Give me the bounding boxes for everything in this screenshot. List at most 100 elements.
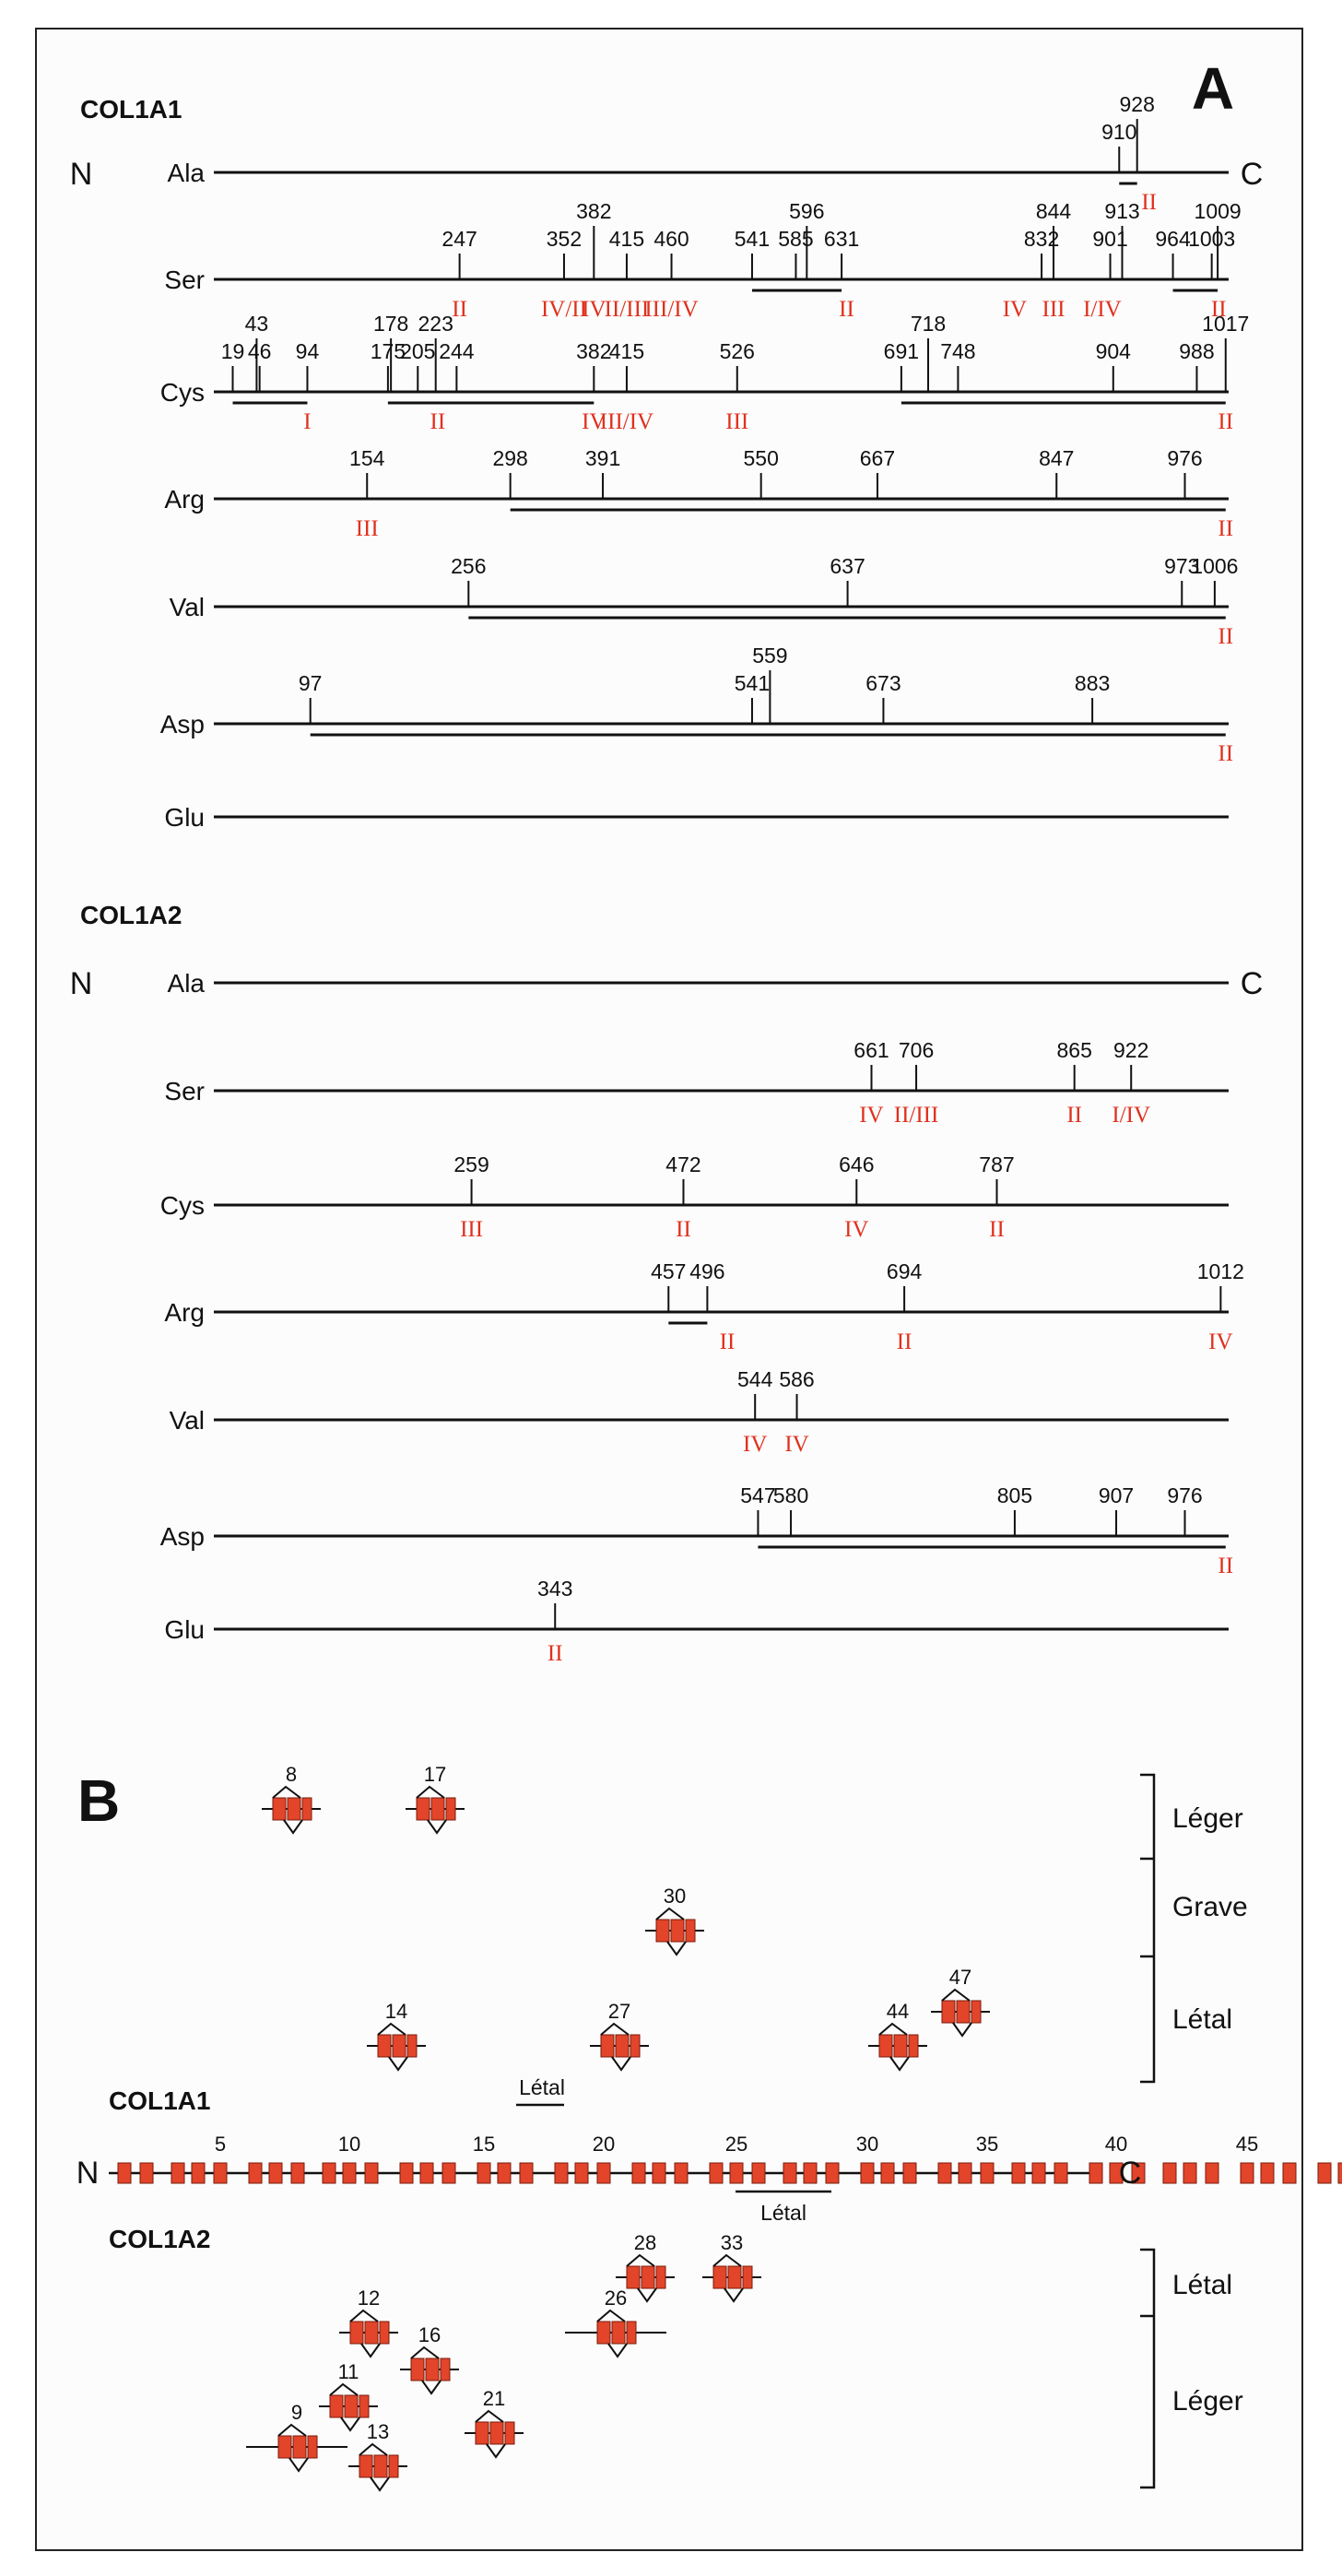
- site-label-col1a1-cys-415: 415: [609, 339, 644, 363]
- gene-title-col1a1: COL1A1: [80, 95, 182, 124]
- site-label-col1a1-ser-585: 585: [778, 227, 813, 251]
- exon-ruler-label-5: 5: [215, 2133, 226, 2156]
- exon-ruler-label-10: 10: [338, 2133, 360, 2156]
- site-label-col1a1-ser-844: 844: [1036, 199, 1072, 223]
- site-label-col1a1-arg-298: 298: [492, 446, 527, 470]
- svg-text:47: 47: [949, 1966, 971, 1989]
- site-label-col1a1-ser-631: 631: [824, 227, 859, 251]
- svg-text:8: 8: [286, 1763, 297, 1786]
- site-label-col1a1-cys-382: 382: [576, 339, 611, 363]
- exon-box-23: [674, 2162, 689, 2184]
- exon-box-43: [1183, 2162, 1197, 2184]
- oi-type-col1a1-arg-1: II: [1218, 516, 1233, 541]
- exon-box-15: [477, 2162, 491, 2184]
- site-label-col1a1-cys-904: 904: [1096, 339, 1132, 363]
- oi-type-col1a1-cys-5: II: [1218, 409, 1233, 434]
- site-label-col1a2-asp-976: 976: [1167, 1483, 1202, 1507]
- oi-type-col1a2-ser-0: IV: [859, 1103, 883, 1128]
- site-label-col1a1-ser-352: 352: [547, 227, 582, 251]
- site-label-col1a1-asp-97: 97: [299, 671, 323, 695]
- exon-ruler-label-20: 20: [593, 2133, 615, 2156]
- exon-ruler-label-40: 40: [1105, 2133, 1127, 2156]
- oi-type-col1a2-cys-2: IV: [844, 1217, 868, 1242]
- exon-box-40: [1109, 2162, 1124, 2184]
- oi-type-col1a1-ser-4: III/IV: [644, 297, 698, 322]
- mutation-glyph-col1a1-exon-44: 44: [868, 2000, 927, 2072]
- exon-box-22: [652, 2162, 666, 2184]
- site-label-col1a1-val-637: 637: [830, 554, 865, 578]
- site-label-col1a1-ser-415: 415: [609, 227, 644, 251]
- site-label-col1a2-asp-547: 547: [740, 1483, 775, 1507]
- site-label-col1a1-cys-94: 94: [296, 339, 320, 363]
- mutation-glyph-col1a2-exon-12: 12: [339, 2286, 398, 2358]
- exon-ruler-label-25: 25: [725, 2133, 748, 2156]
- exon-box-41: [1131, 2162, 1146, 2184]
- svg-text:14: 14: [385, 2000, 407, 2023]
- oi-type-col1a2-cys-1: II: [676, 1217, 691, 1242]
- site-label-col1a1-ser-596: 596: [789, 199, 824, 223]
- site-label-col1a1-cys-223: 223: [418, 312, 453, 336]
- site-label-col1a2-cys-646: 646: [839, 1152, 874, 1176]
- exon-box-9: [322, 2162, 336, 2184]
- oi-type-col1a2-val-0: IV: [743, 1432, 767, 1457]
- exon-box-20: [596, 2162, 611, 2184]
- site-label-col1a1-ser-913: 913: [1104, 199, 1139, 223]
- severity-grave-col1a1: Grave: [1172, 1892, 1248, 1922]
- mutation-glyph-col1a2-exon-28: 28: [616, 2231, 675, 2303]
- site-label-col1a1-cys-19: 19: [221, 339, 245, 363]
- oi-type-col1a1-cys-0: I: [303, 409, 311, 434]
- exon-box-7: [268, 2162, 283, 2184]
- severity-letal-col1a2: Létal: [1172, 2270, 1232, 2300]
- letal-label-bottom: Létal: [760, 2201, 806, 2225]
- oi-type-col1a2-ser-1: II/III: [894, 1103, 939, 1128]
- exon-box-14: [441, 2162, 456, 2184]
- site-label-col1a1-asp-559: 559: [752, 644, 787, 668]
- residue-label-col1a1-arg: Arg: [164, 485, 205, 514]
- site-label-col1a1-arg-391: 391: [585, 446, 620, 470]
- site-label-col1a1-ser-1009: 1009: [1195, 199, 1242, 223]
- exon-ruler-label-30: 30: [856, 2133, 878, 2156]
- exon-box-44: [1205, 2162, 1219, 2184]
- exon-box-21: [631, 2162, 646, 2184]
- c-terminus-col1a2: C: [1241, 966, 1264, 1001]
- oi-type-col1a1-asp-0: II: [1218, 741, 1233, 766]
- site-label-col1a1-cys-718: 718: [911, 312, 946, 336]
- site-label-col1a2-asp-580: 580: [773, 1483, 808, 1507]
- site-label-col1a1-val-256: 256: [451, 554, 486, 578]
- exon-box-32: [902, 2162, 917, 2184]
- site-label-col1a2-ser-922: 922: [1113, 1038, 1148, 1062]
- letal-label-top: Létal: [519, 2075, 565, 2099]
- svg-text:9: 9: [291, 2401, 302, 2424]
- site-label-col1a1-cys-43: 43: [245, 312, 269, 336]
- exon-box-48: [1317, 2162, 1332, 2184]
- residue-label-col1a2-asp: Asp: [160, 1522, 205, 1551]
- severity-letal-col1a1: Létal: [1172, 2004, 1232, 2035]
- residue-label-col1a1-glu: Glu: [164, 803, 205, 832]
- oi-type-col1a1-cys-3: III/IV: [600, 409, 653, 434]
- site-label-col1a1-ala-928: 928: [1120, 92, 1155, 116]
- oi-type-col1a1-ser-5: II: [839, 297, 854, 322]
- exon-box-31: [880, 2162, 895, 2184]
- svg-text:33: 33: [721, 2231, 743, 2254]
- exon-box-2: [139, 2162, 154, 2184]
- exon-box-26: [751, 2162, 766, 2184]
- oi-type-col1a2-asp-0: II: [1218, 1554, 1233, 1578]
- site-label-col1a1-cys-205: 205: [400, 339, 435, 363]
- n-terminus-col1a2: N: [70, 966, 93, 1001]
- oi-type-col1a1-ser-7: III: [1042, 297, 1065, 322]
- oi-type-col1a2-val-1: IV: [784, 1432, 808, 1457]
- exon-box-25: [729, 2162, 744, 2184]
- svg-text:28: 28: [634, 2231, 656, 2254]
- site-label-col1a2-val-586: 586: [779, 1367, 814, 1391]
- residue-label-col1a2-cys: Cys: [160, 1191, 205, 1220]
- residue-label-col1a1-val: Val: [170, 593, 205, 621]
- severity-bracket-col1a1: [1140, 1773, 1156, 2084]
- exon-ruler-label-15: 15: [473, 2133, 495, 2156]
- exon-box-11: [364, 2162, 379, 2184]
- mutation-glyph-col1a2-exon-11: 11: [319, 2360, 378, 2432]
- residue-label-col1a2-val: Val: [170, 1406, 205, 1435]
- exon-ruler-label-35: 35: [976, 2133, 998, 2156]
- oi-type-col1a1-cys-4: III: [725, 409, 748, 434]
- mutation-glyph-col1a2-exon-33: 33: [702, 2231, 761, 2303]
